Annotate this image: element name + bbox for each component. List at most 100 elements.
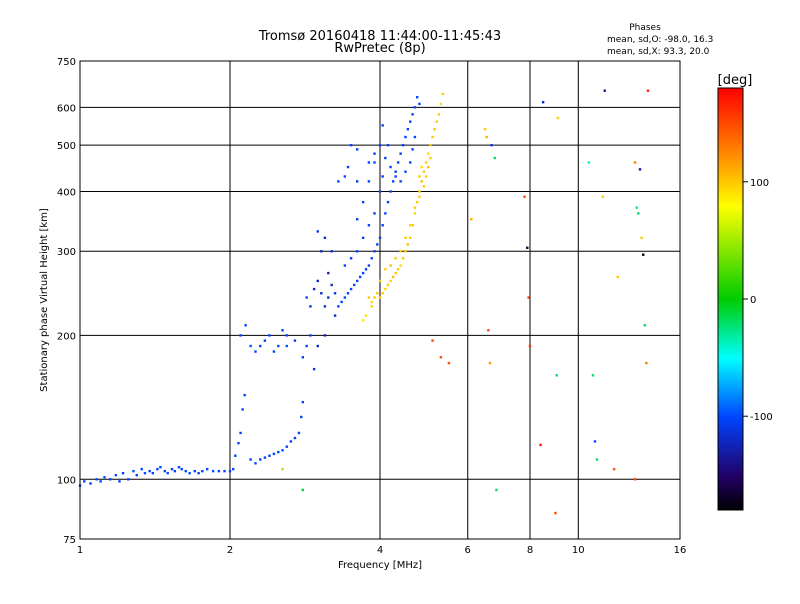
echo-point	[404, 236, 407, 240]
echo-point	[556, 116, 560, 120]
echo-point	[323, 236, 327, 240]
echo-point	[333, 292, 337, 295]
echo-point	[554, 511, 557, 515]
echo-point	[441, 92, 445, 96]
echo-point	[211, 469, 215, 473]
echo-point	[301, 400, 305, 404]
echo-point	[394, 271, 397, 275]
echo-point	[418, 175, 421, 178]
echo-point	[118, 480, 121, 483]
echo-point	[424, 161, 428, 164]
echo-point	[384, 212, 387, 215]
echo-point	[483, 127, 487, 131]
echo-point	[616, 275, 619, 279]
echo-point	[370, 300, 373, 304]
echo-point	[305, 296, 308, 299]
echo-point	[411, 113, 414, 116]
echo-point	[413, 106, 417, 109]
echo-point	[404, 250, 407, 253]
echo-point	[488, 361, 492, 365]
echo-point	[289, 440, 293, 443]
echo-point	[378, 143, 382, 147]
x-tick-label: 16	[674, 545, 687, 556]
echo-point	[386, 283, 390, 287]
echo-point	[293, 436, 297, 440]
phase-stats-x: mean, sd,X: 93.3, 20.0	[607, 47, 710, 57]
echo-point	[300, 415, 303, 419]
echo-point	[337, 305, 340, 308]
echo-point	[591, 374, 595, 377]
echo-point	[373, 212, 376, 215]
echo-point	[470, 218, 473, 221]
echo-point	[297, 431, 301, 435]
echo-point	[378, 279, 382, 283]
echo-point	[633, 478, 637, 481]
echo-point	[642, 253, 645, 256]
echo-point	[285, 445, 288, 448]
echo-point	[394, 175, 397, 178]
echo-point	[528, 344, 532, 348]
y-tick-label: 600	[57, 103, 76, 114]
echo-point	[114, 473, 118, 477]
echo-point	[151, 471, 155, 475]
y-tick-label: 750	[57, 57, 76, 68]
echo-point	[373, 296, 376, 299]
echo-point	[272, 350, 276, 353]
y-tick-label: 300	[57, 247, 76, 258]
echo-point	[427, 152, 430, 155]
echo-point	[281, 449, 284, 452]
echo-point	[418, 195, 421, 198]
echo-point	[493, 156, 497, 160]
echo-point	[135, 473, 138, 477]
echo-point	[361, 200, 365, 204]
echo-point	[401, 143, 405, 147]
echo-point	[420, 165, 423, 169]
echo-point	[355, 218, 359, 221]
echo-point	[241, 408, 244, 411]
echo-point	[316, 344, 319, 348]
echo-point	[309, 305, 312, 308]
echo-point	[429, 156, 432, 160]
echo-point	[239, 334, 242, 337]
echo-point	[268, 334, 271, 337]
echo-point	[635, 206, 638, 209]
echo-point	[316, 230, 319, 233]
echo-point	[367, 161, 371, 164]
echo-point	[389, 264, 392, 267]
echo-point	[148, 469, 151, 473]
echo-point	[411, 148, 414, 151]
echo-point	[394, 170, 397, 173]
x-tick-label: 1	[77, 545, 83, 556]
echo-point	[197, 471, 200, 475]
echo-point	[367, 180, 371, 183]
echo-point	[254, 462, 257, 465]
echo-point	[188, 471, 191, 475]
echo-point	[355, 250, 359, 253]
echo-point	[413, 206, 417, 209]
echo-point	[595, 458, 599, 461]
y-tick-label: 500	[57, 141, 76, 152]
echo-point	[381, 175, 384, 178]
echo-point	[394, 257, 397, 260]
echo-point	[420, 180, 423, 183]
echo-point	[323, 305, 327, 308]
echo-point	[429, 143, 432, 147]
echo-point	[373, 161, 376, 164]
echo-point	[343, 264, 347, 267]
phase-heading: Phases	[629, 23, 661, 33]
echo-point	[243, 393, 246, 397]
echo-point	[370, 257, 373, 260]
echo-point	[411, 224, 414, 227]
y-tick-label: 400	[57, 187, 76, 198]
echo-point	[415, 200, 419, 204]
echo-point	[285, 334, 288, 337]
echo-point	[435, 120, 438, 123]
echo-point	[333, 314, 337, 317]
echo-point	[427, 165, 430, 169]
echo-point	[232, 467, 235, 471]
echo-point	[316, 279, 319, 283]
echo-point	[361, 236, 365, 240]
echo-point	[352, 283, 356, 287]
x-tick-labels: 1 2 4 6 8 10 16	[77, 545, 687, 556]
echo-point	[320, 292, 323, 295]
